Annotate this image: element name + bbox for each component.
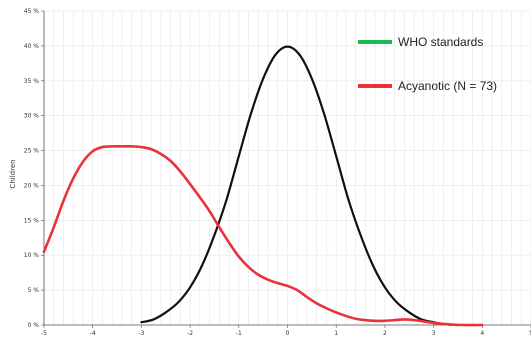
legend-label-who: WHO standards xyxy=(398,35,483,49)
y-tick-label: 45 % xyxy=(24,8,40,15)
y-tick-label: 25 % xyxy=(24,148,40,155)
x-tick-label: 1 xyxy=(334,330,338,337)
x-tick-label: 3 xyxy=(432,330,436,337)
y-axis-label: Children xyxy=(9,159,17,188)
y-tick-label: 5 % xyxy=(28,287,40,294)
y-tick-label: 30 % xyxy=(24,113,40,120)
x-tick-label: -1 xyxy=(236,330,242,337)
series-line-who xyxy=(140,45,460,327)
series-lines xyxy=(42,45,484,327)
x-tick-label: -2 xyxy=(187,330,193,337)
x-tick-label: 0 xyxy=(286,330,290,337)
x-tick-label: -3 xyxy=(138,330,144,337)
y-tick-label: 40 % xyxy=(24,43,40,50)
x-tick-labels: -5 -4 -3 -2 -1 0 1 2 3 4 5 xyxy=(41,325,531,337)
y-tick-label: 10 % xyxy=(24,252,40,259)
x-tick-label: 4 xyxy=(480,330,484,337)
grid xyxy=(43,10,531,326)
x-tick-label: -4 xyxy=(90,330,96,337)
x-tick-label: 2 xyxy=(383,330,387,337)
y-tick-label: 35 % xyxy=(24,78,40,85)
legend: WHO standards Acyanotic (N = 73) xyxy=(358,35,497,93)
y-tick-label: 0 % xyxy=(28,322,40,329)
series-line-acyanotic xyxy=(42,145,484,327)
y-tick-label: 15 % xyxy=(24,217,40,224)
legend-label-acyanotic: Acyanotic (N = 73) xyxy=(398,79,497,93)
y-tick-label: 20 % xyxy=(24,182,40,189)
y-tick-labels: 0 % 5 % 10 % 15 % 20 % 25 % 30 % 35 % 40 % 45 % xyxy=(24,8,44,329)
x-tick-label: 5 xyxy=(529,330,531,337)
x-tick-label: -5 xyxy=(41,330,47,337)
